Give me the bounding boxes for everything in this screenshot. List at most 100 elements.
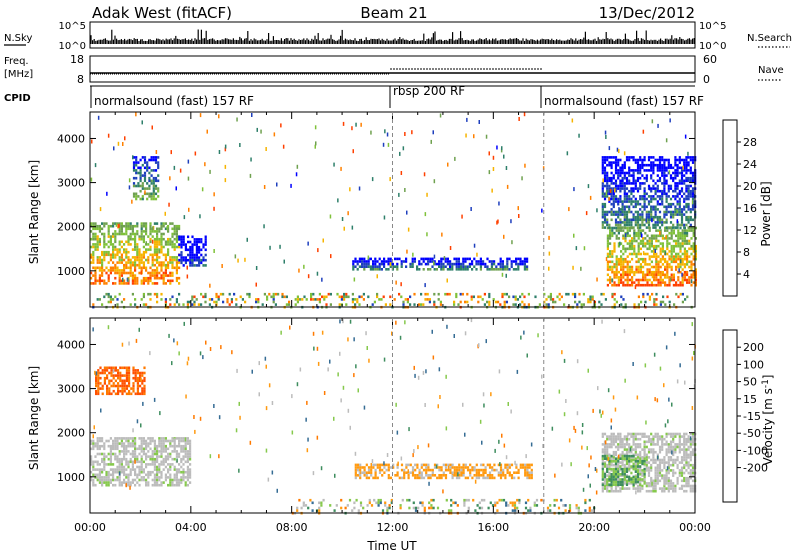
echo-cell	[679, 231, 682, 235]
echo-cell	[92, 235, 95, 238]
echo-cell	[96, 437, 99, 440]
echo-cell	[446, 268, 449, 271]
echo-cell	[396, 474, 399, 477]
echo-cell	[658, 487, 662, 490]
echo-cell	[636, 187, 640, 190]
echo-cell	[107, 295, 110, 299]
echo-cell	[478, 120, 480, 124]
echo-cell	[619, 432, 622, 436]
echo-cell	[664, 265, 667, 269]
echo-cell	[617, 437, 620, 441]
echo-cell	[656, 443, 659, 446]
echo-cell	[149, 473, 152, 477]
echo-cell	[99, 387, 102, 390]
echo-cell	[131, 437, 134, 440]
echo-cell	[184, 455, 187, 458]
echo-cell	[659, 260, 662, 264]
echo-cell	[455, 476, 459, 480]
echo-cell	[611, 265, 614, 269]
echo-cell	[154, 184, 158, 188]
echo-cell	[677, 229, 680, 232]
echo-cell	[158, 478, 161, 482]
echo-cell	[148, 176, 151, 180]
echo-cell	[140, 230, 143, 233]
echo-cell	[650, 195, 653, 198]
echo-cell	[637, 283, 640, 287]
echo-cell	[129, 261, 132, 264]
echo-cell	[149, 274, 152, 277]
echo-cell	[418, 471, 421, 474]
echo-cell	[672, 283, 675, 287]
echo-cell	[617, 463, 620, 467]
echo-cell	[189, 447, 192, 451]
nsearch-tick-top: 10^5	[699, 21, 726, 32]
echo-cell	[603, 192, 607, 196]
echo-cell	[617, 210, 620, 214]
echo-cell	[178, 266, 181, 270]
echo-cell	[120, 483, 123, 487]
echo-cell	[686, 270, 689, 274]
echo-cell	[619, 443, 622, 446]
echo-cell	[118, 240, 121, 244]
echo-cell	[114, 263, 117, 267]
echo-cell	[173, 442, 176, 445]
echo-cell	[94, 227, 97, 231]
echo-cell	[186, 465, 189, 469]
echo-cell	[189, 251, 192, 254]
echo-cell	[683, 273, 686, 277]
echo-cell	[314, 144, 316, 149]
echo-cell	[619, 171, 622, 175]
echo-cell	[609, 242, 612, 245]
echo-cell	[659, 257, 662, 261]
echo-cell	[632, 195, 635, 198]
echo-cell	[665, 213, 668, 216]
echo-cell	[457, 260, 460, 263]
echo-cell	[680, 213, 684, 216]
echo-cell	[136, 379, 139, 383]
echo-cell	[103, 463, 106, 466]
echo-cell	[146, 182, 149, 185]
echo-cell	[632, 158, 635, 162]
echo-cell	[628, 487, 631, 490]
echo-cell	[610, 218, 613, 222]
echo-cell	[151, 271, 154, 275]
echo-cell	[370, 466, 373, 469]
echo-cell	[612, 200, 615, 203]
echo-cell	[664, 303, 667, 306]
echo-cell	[153, 478, 156, 482]
echo-cell	[137, 171, 140, 175]
echo-cell	[167, 263, 170, 267]
echo-cell	[141, 389, 144, 393]
echo-cell	[175, 186, 177, 191]
echo-cell	[661, 197, 664, 201]
echo-cell	[655, 298, 658, 301]
echo-cell	[125, 369, 128, 372]
echo-cell	[403, 476, 406, 480]
echo-cell	[217, 298, 220, 301]
echo-cell	[639, 171, 642, 175]
echo-cell	[158, 463, 161, 466]
echo-cell	[628, 208, 631, 211]
echo-cell	[213, 206, 215, 211]
echo-cell	[152, 158, 155, 162]
echo-cell	[146, 161, 149, 164]
echo-cell	[630, 200, 633, 203]
echo-cell	[530, 468, 533, 472]
echo-cell	[160, 437, 163, 440]
echo-cell	[433, 466, 437, 469]
echo-cell	[678, 161, 681, 164]
echo-cell	[606, 487, 609, 490]
echo-cell	[142, 253, 145, 257]
echo-cell	[658, 448, 662, 451]
echo-cell	[689, 166, 692, 170]
echo-cell	[157, 166, 160, 170]
echo-cell	[101, 369, 104, 372]
echo-cell	[510, 474, 514, 477]
echo-cell	[160, 463, 163, 466]
echo-cell	[670, 231, 673, 235]
echo-cell	[178, 292, 181, 296]
echo-cell	[127, 483, 130, 487]
echo-cell	[290, 183, 292, 188]
echo-cell	[98, 444, 101, 448]
